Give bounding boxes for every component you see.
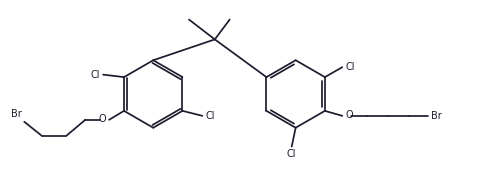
Text: Br: Br (431, 111, 441, 121)
Text: Cl: Cl (287, 149, 296, 159)
Text: Cl: Cl (345, 62, 355, 72)
Text: Cl: Cl (91, 70, 100, 80)
Text: Br: Br (11, 109, 21, 119)
Text: O: O (346, 110, 353, 120)
Text: O: O (98, 114, 106, 124)
Text: Cl: Cl (205, 111, 215, 121)
